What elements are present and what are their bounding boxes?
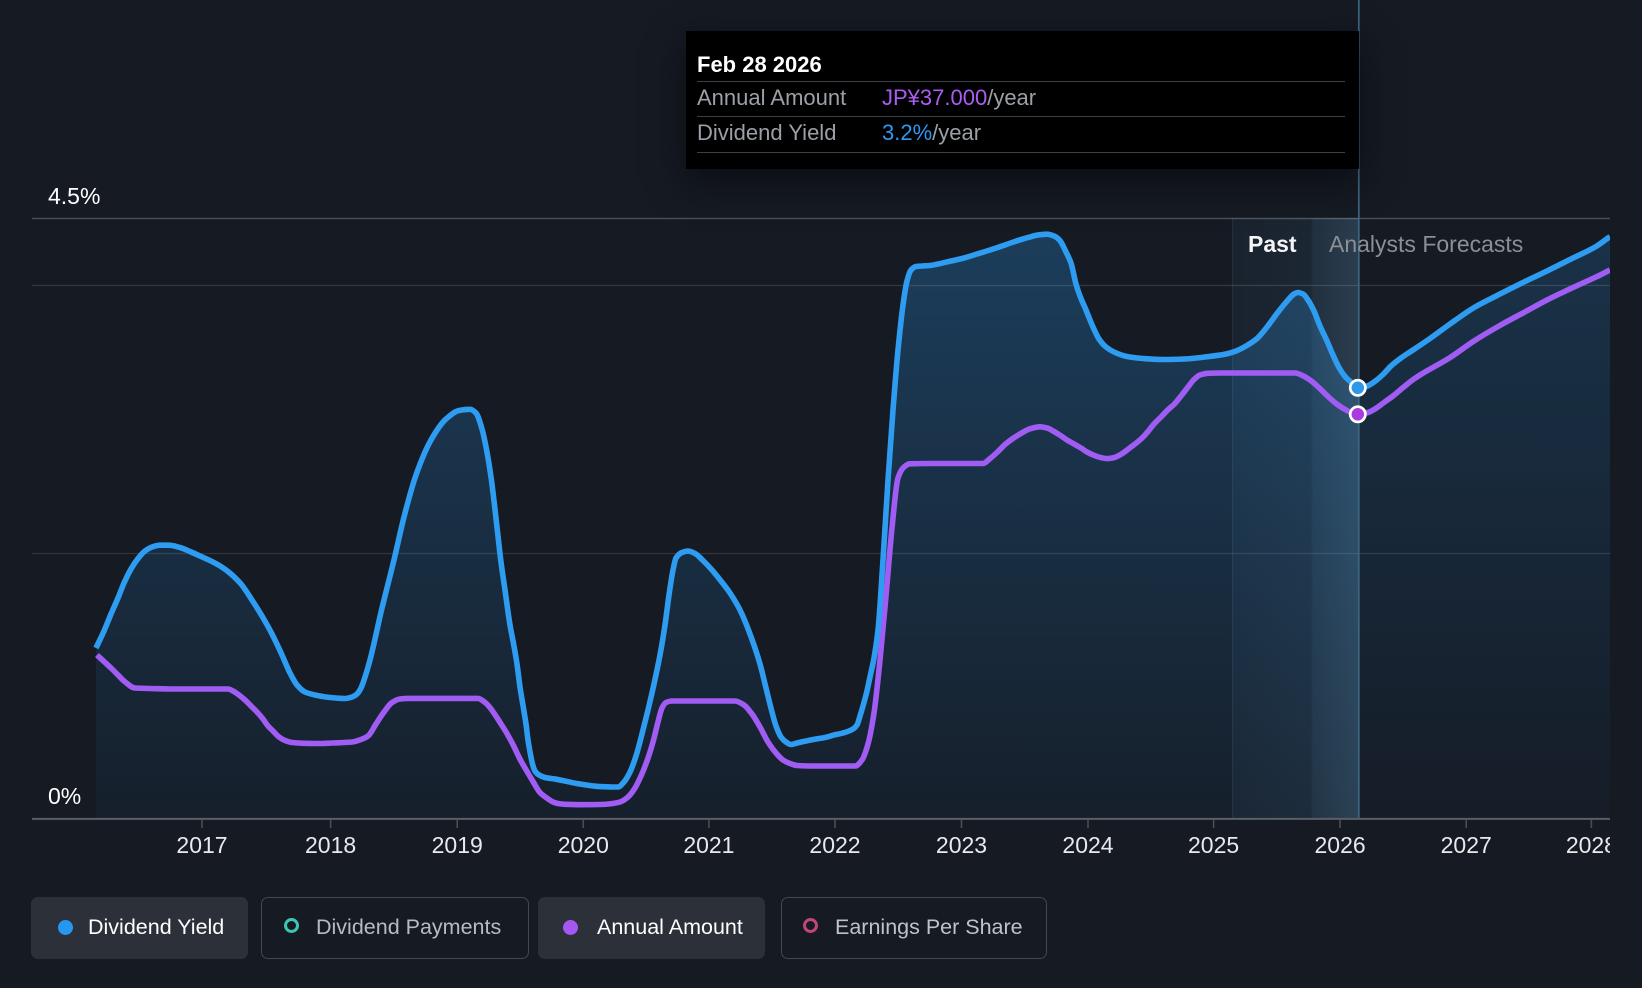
svg-text:2023: 2023 bbox=[936, 832, 987, 858]
svg-text:2022: 2022 bbox=[809, 832, 860, 858]
svg-text:2024: 2024 bbox=[1062, 832, 1113, 858]
svg-text:2018: 2018 bbox=[305, 832, 356, 858]
svg-text:2017: 2017 bbox=[176, 832, 227, 858]
svg-text:2025: 2025 bbox=[1188, 832, 1239, 858]
svg-text:2026: 2026 bbox=[1315, 832, 1366, 858]
svg-text:2028: 2028 bbox=[1566, 832, 1617, 858]
svg-text:2019: 2019 bbox=[432, 832, 483, 858]
svg-text:2020: 2020 bbox=[558, 832, 609, 858]
svg-text:2021: 2021 bbox=[683, 832, 734, 858]
svg-text:2027: 2027 bbox=[1441, 832, 1492, 858]
